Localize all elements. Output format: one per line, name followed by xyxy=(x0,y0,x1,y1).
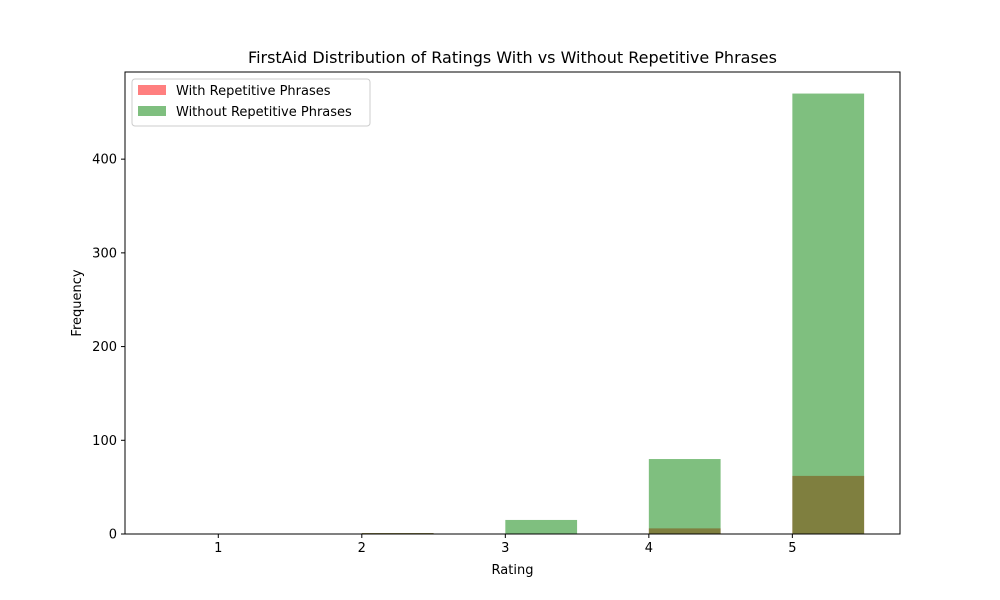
legend-label-without: Without Repetitive Phrases xyxy=(176,105,352,120)
bars-layer xyxy=(361,93,865,535)
bar-without-3 xyxy=(505,519,578,534)
legend: With Repetitive Phrases Without Repetiti… xyxy=(131,78,371,127)
y-tick-label: 100 xyxy=(92,434,117,449)
y-axis-label: Frequency xyxy=(70,269,85,336)
y-tick-label: 0 xyxy=(109,528,117,543)
y-axis-ticks: 0 100 200 300 400 xyxy=(92,153,125,543)
chart-title: FirstAid Distribution of Ratings With vs… xyxy=(248,48,777,67)
x-axis-ticks: 1 2 3 4 5 xyxy=(214,534,797,556)
x-tick-label: 3 xyxy=(501,541,509,556)
legend-label-with: With Repetitive Phrases xyxy=(176,84,331,99)
x-tick-label: 4 xyxy=(645,541,653,556)
y-tick-label: 400 xyxy=(92,153,117,168)
bar-without-5 xyxy=(792,93,865,535)
plot-frame xyxy=(124,71,901,535)
x-axis-label: Rating xyxy=(492,563,534,578)
legend-swatch-with xyxy=(138,85,166,95)
legend-box xyxy=(131,78,371,127)
legend-swatch-without xyxy=(138,106,166,116)
x-tick-label: 2 xyxy=(358,541,366,556)
x-tick-label: 5 xyxy=(788,541,796,556)
y-tick-label: 300 xyxy=(92,246,117,261)
y-tick-label: 200 xyxy=(92,340,117,355)
x-tick-label: 1 xyxy=(214,541,222,556)
bar-without-4 xyxy=(648,459,721,534)
